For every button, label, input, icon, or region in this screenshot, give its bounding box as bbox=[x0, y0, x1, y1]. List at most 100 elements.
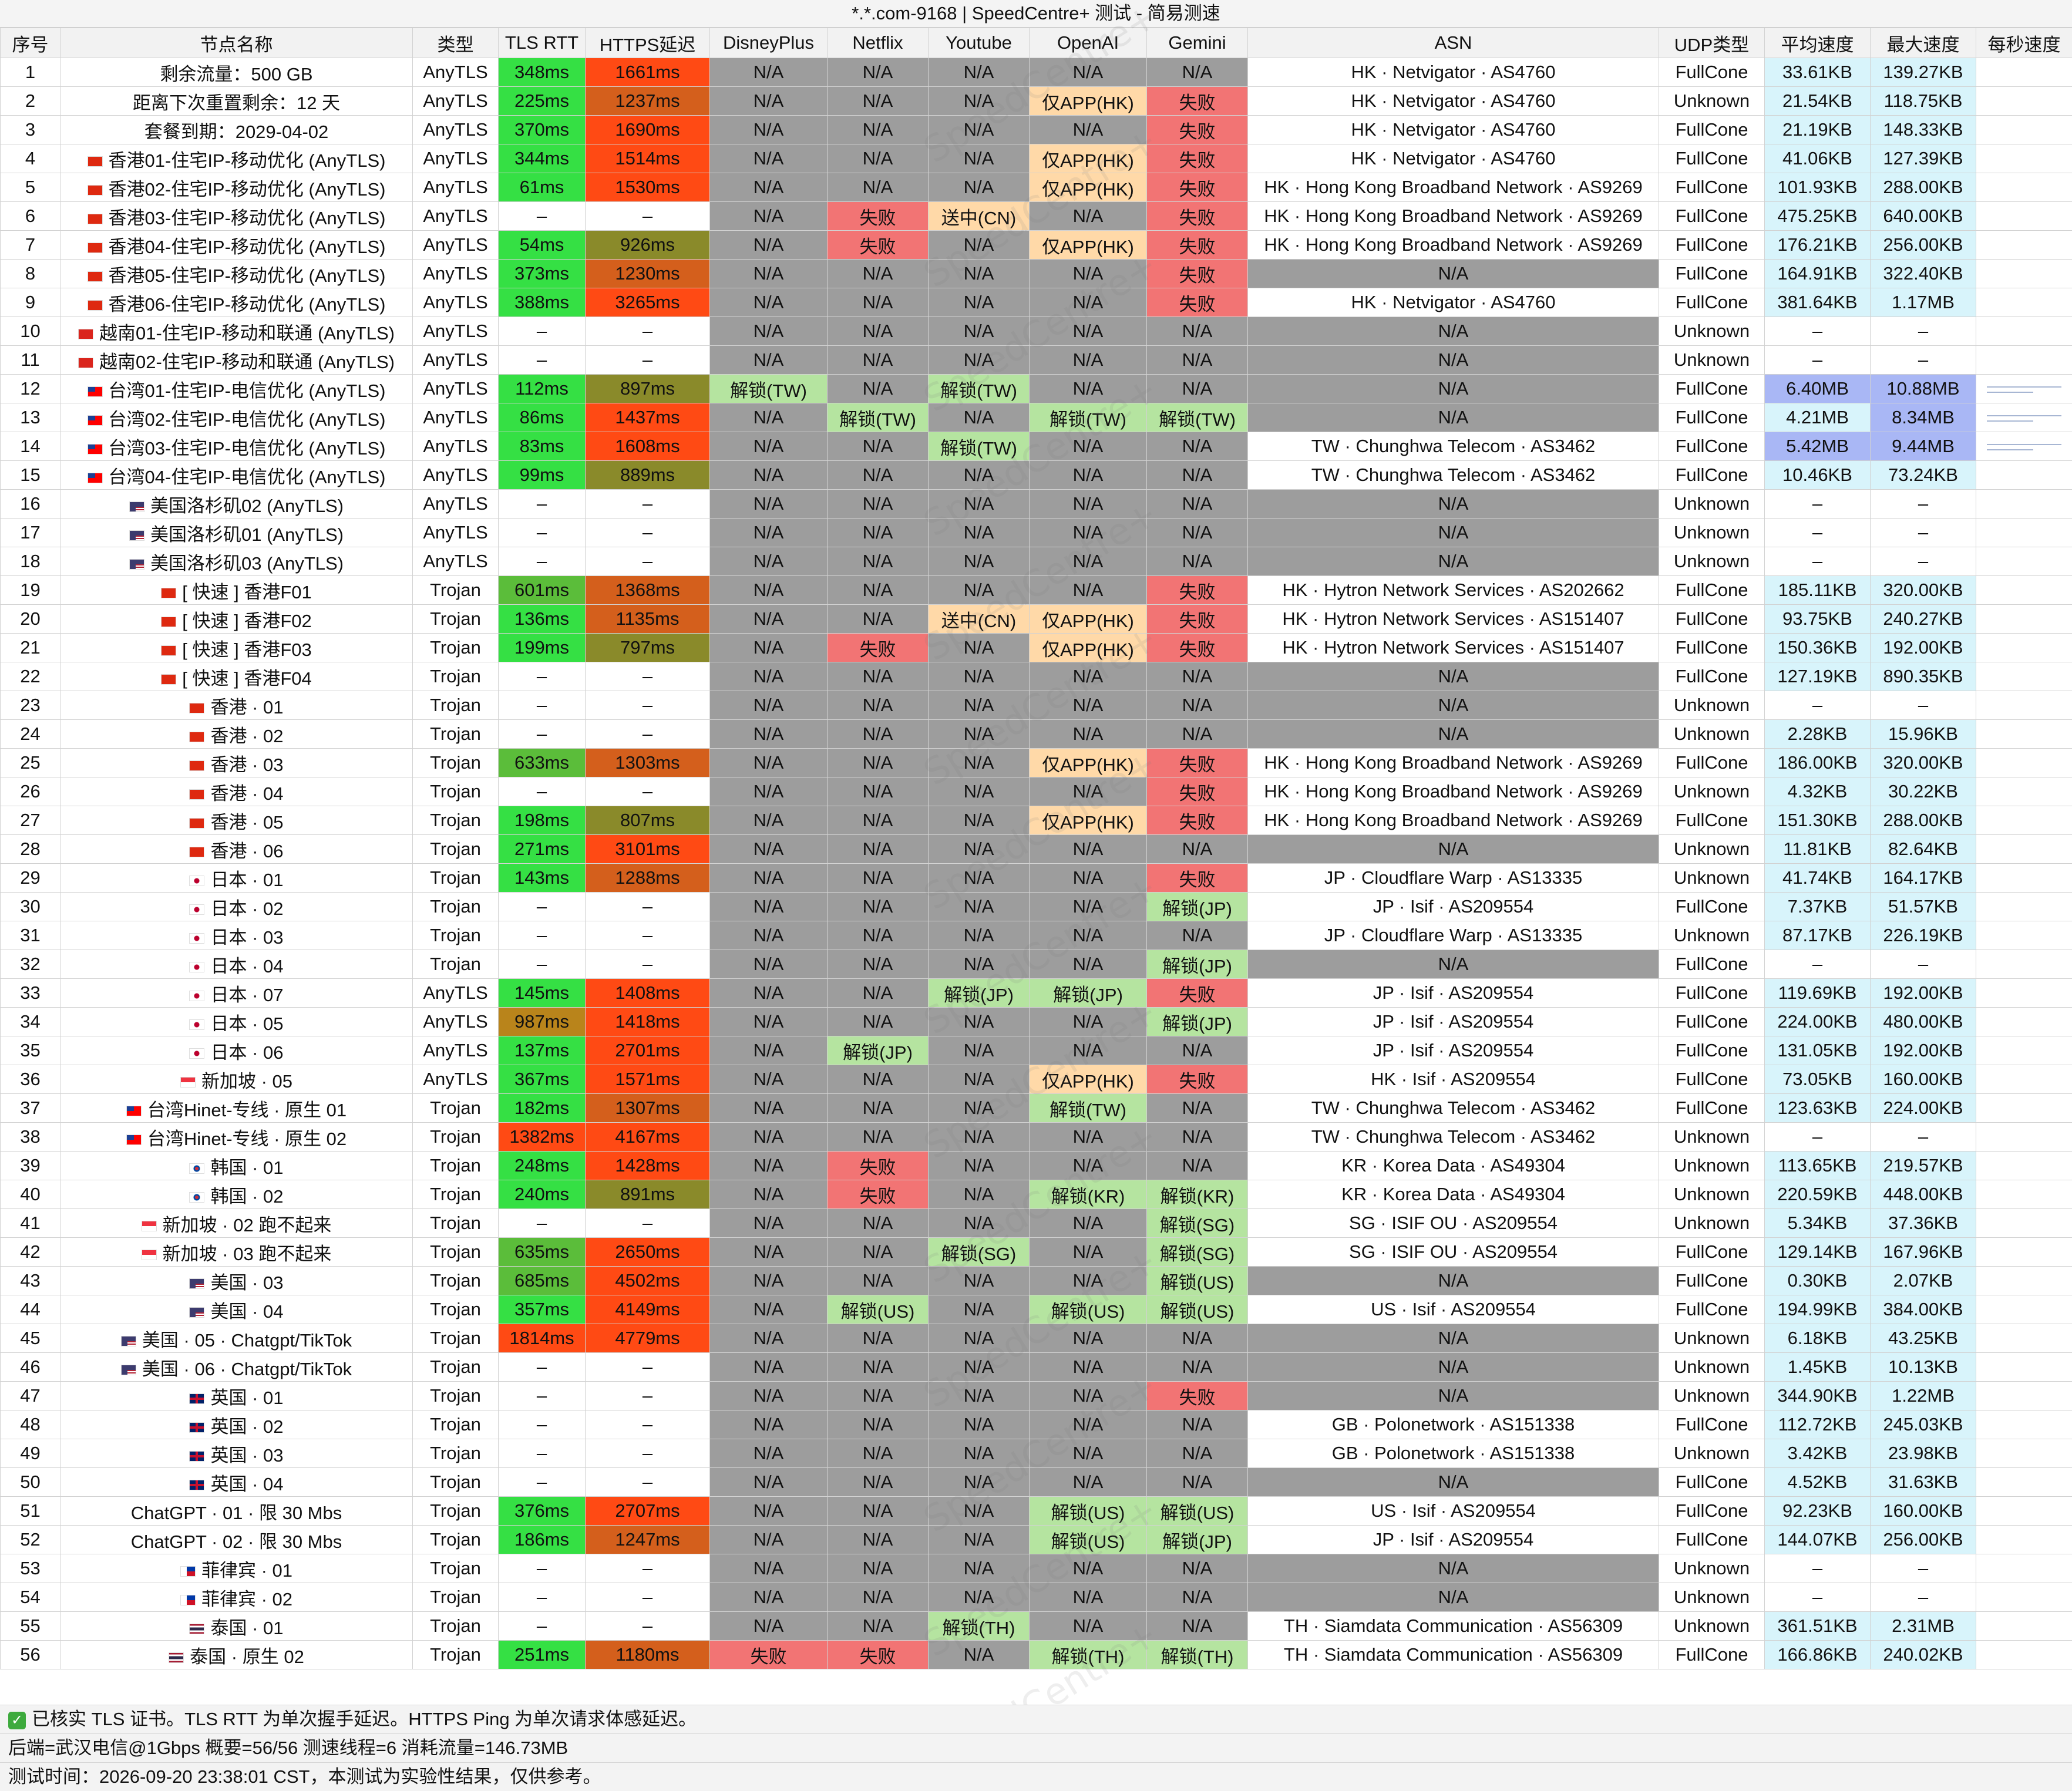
cell-openai: N/A bbox=[1030, 116, 1147, 144]
cell-tls: 186ms bbox=[499, 1526, 586, 1554]
cell-persec bbox=[1976, 547, 2072, 576]
column-header-udp[interactable]: UDP类型 bbox=[1659, 28, 1765, 58]
column-header-openai[interactable]: OpenAI bbox=[1030, 28, 1147, 58]
cell-tls: – bbox=[499, 202, 586, 231]
cell-persec bbox=[1976, 144, 2072, 173]
column-header-avg[interactable]: 平均速度 bbox=[1765, 28, 1871, 58]
cell-udp: Unknown bbox=[1659, 346, 1765, 375]
cell-tls: – bbox=[499, 490, 586, 519]
cell-asn: TW · Chunghwa Telecom · AS3462 bbox=[1248, 432, 1659, 461]
cell-youtube: N/A bbox=[929, 231, 1030, 260]
column-header-youtube[interactable]: Youtube bbox=[929, 28, 1030, 58]
cell-tls: – bbox=[499, 1353, 586, 1382]
cell-idx: 8 bbox=[1, 260, 60, 288]
column-header-asn[interactable]: ASN bbox=[1248, 28, 1659, 58]
column-header-https[interactable]: HTTPS延迟 bbox=[586, 28, 710, 58]
cell-disney: N/A bbox=[710, 202, 828, 231]
cell-youtube: N/A bbox=[929, 403, 1030, 432]
cell-persec bbox=[1976, 1238, 2072, 1267]
column-header-name[interactable]: 节点名称 bbox=[60, 28, 413, 58]
column-header-gemini[interactable]: Gemini bbox=[1147, 28, 1248, 58]
cell-idx: 32 bbox=[1, 950, 60, 979]
column-header-tls[interactable]: TLS RTT bbox=[499, 28, 586, 58]
cell-avg: 11.81KB bbox=[1765, 835, 1871, 864]
cell-persec bbox=[1976, 1497, 2072, 1526]
column-header-netflix[interactable]: Netflix bbox=[828, 28, 929, 58]
cell-udp: FullCone bbox=[1659, 116, 1765, 144]
column-header-persec[interactable]: 每秒速度 bbox=[1976, 28, 2072, 58]
cell-disney: N/A bbox=[710, 547, 828, 576]
node-name: 美国 · 04 bbox=[210, 1301, 283, 1322]
cell-idx: 26 bbox=[1, 777, 60, 806]
cell-gemini: N/A bbox=[1147, 490, 1248, 519]
column-header-max[interactable]: 最大速度 bbox=[1871, 28, 1976, 58]
cell-openai: N/A bbox=[1030, 777, 1147, 806]
cell-tls: 271ms bbox=[499, 835, 586, 864]
cell-udp: Unknown bbox=[1659, 547, 1765, 576]
cell-netflix: 失败 bbox=[828, 1641, 929, 1669]
column-header-idx[interactable]: 序号 bbox=[1, 28, 60, 58]
cell-max: 192.00KB bbox=[1871, 979, 1976, 1008]
cell-idx: 53 bbox=[1, 1554, 60, 1583]
cell-youtube: N/A bbox=[929, 519, 1030, 547]
column-header-type[interactable]: 类型 bbox=[413, 28, 499, 58]
column-header-disney[interactable]: DisneyPlus bbox=[710, 28, 828, 58]
